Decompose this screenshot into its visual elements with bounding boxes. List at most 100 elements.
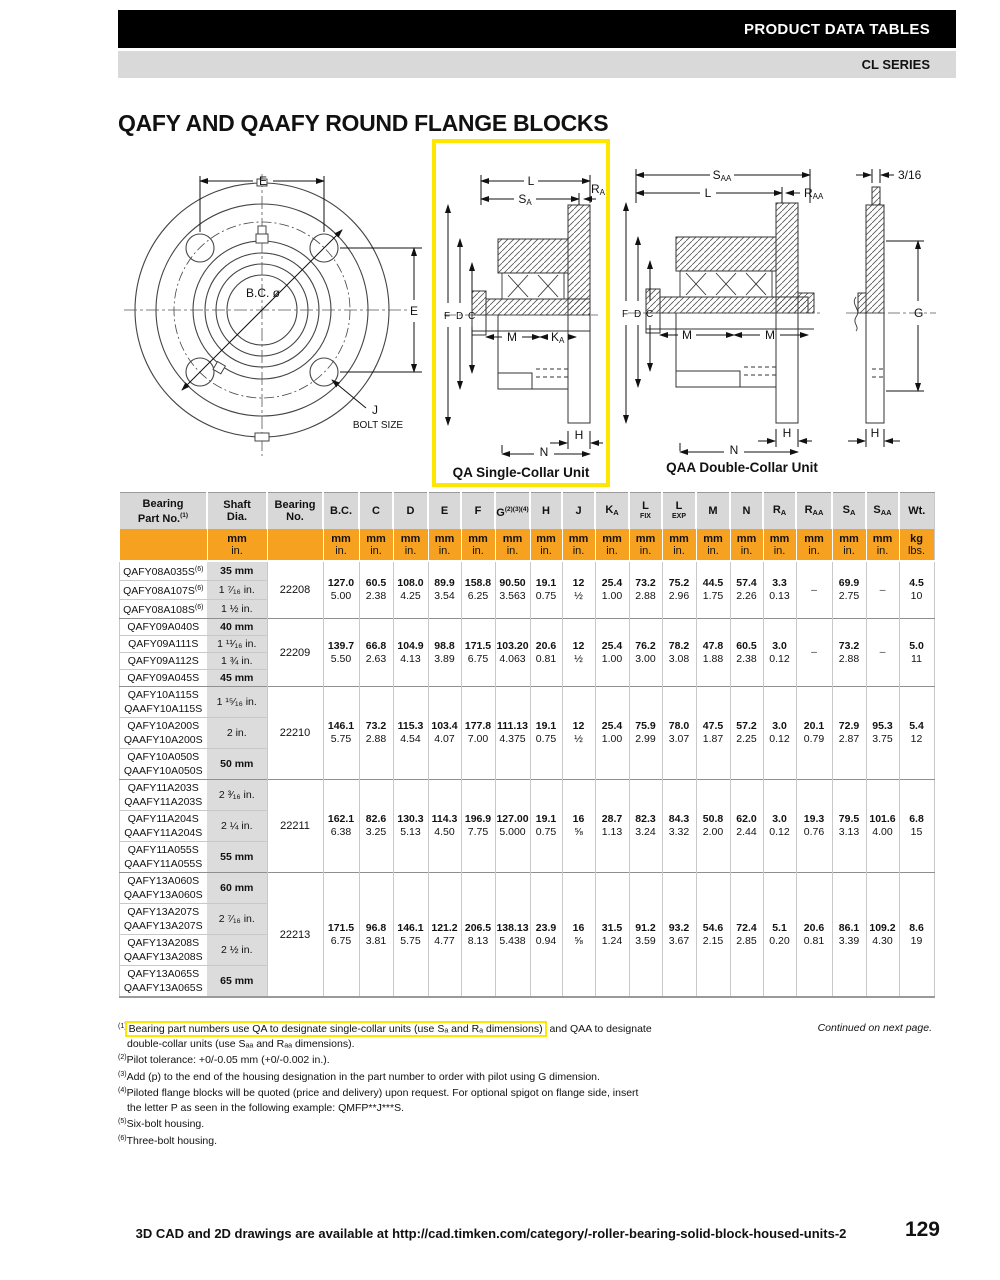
- part-cell: QAFY09A111S: [119, 635, 207, 653]
- col-header-raa: RAA: [795, 492, 832, 529]
- part-cell: QAFY09A040S: [119, 618, 207, 636]
- svg-text:G: G: [914, 306, 923, 320]
- unit-g: mm in.: [494, 529, 530, 561]
- value-cell-lfix: 82.3 3.24: [628, 779, 662, 873]
- unit-saa: mm in.: [865, 529, 899, 561]
- value-cell-f: 196.9 7.75: [460, 779, 495, 873]
- value-cell-bc: 127.0 5.00: [322, 560, 359, 619]
- unit-lfix: mm in.: [628, 529, 662, 561]
- footnotes: (1) Bearing part numbers use QA to design…: [118, 1020, 838, 1148]
- unit-raa: mm in.: [795, 529, 832, 561]
- value-cell-h: 19.1 0.75: [529, 560, 562, 619]
- value-cell-e: 98.8 3.89: [427, 618, 461, 687]
- svg-text:KA: KA: [551, 330, 565, 345]
- value-cell-ka: 25.4 1.00: [594, 686, 629, 780]
- unit-m: mm in.: [695, 529, 730, 561]
- shaft-cell: 1 ½ in.: [207, 599, 267, 619]
- shaft-cell: 1 ¹¹⁄₁₆ in.: [207, 635, 267, 653]
- shaft-cell: 2 ⁷⁄₁₆ in.: [207, 903, 267, 935]
- footnote-4-line2: the letter P as seen in the following ex…: [127, 1101, 405, 1114]
- rollers: [679, 270, 773, 298]
- value-cell-bc: 162.1 6.38: [322, 779, 359, 873]
- svg-text:F: F: [444, 311, 450, 322]
- shaft-cell: 1 ¹⁵⁄₁₆ in.: [207, 686, 267, 718]
- value-cell-ra: 3.0 0.12: [762, 686, 796, 780]
- value-cell-g: 90.50 3.563: [494, 560, 530, 619]
- part-cell: QAFY10A115S QAAFY10A115S: [119, 686, 207, 718]
- value-cell-raa: –: [795, 560, 832, 619]
- value-cell-h: 19.1 0.75: [529, 686, 562, 780]
- unit-part: [118, 529, 207, 561]
- value-cell-m: 50.8 2.00: [695, 779, 730, 873]
- value-cell-lfix: 75.9 2.99: [628, 686, 662, 780]
- front-view-diagram: E E B.C. ø J BOLT SIZE: [124, 174, 422, 456]
- dim-h: [758, 429, 812, 447]
- value-cell-ra: 3.3 0.13: [762, 560, 796, 619]
- unit-e: mm in.: [427, 529, 461, 561]
- dim-e-right: [340, 247, 422, 373]
- page-number: 129: [904, 1218, 940, 1241]
- value-cell-d: 104.9 4.13: [392, 618, 428, 687]
- footnote-1-line2: double-collar units (use Sₐₐ and Rₐₐ dim…: [127, 1037, 355, 1050]
- unit-h: mm in.: [529, 529, 562, 561]
- banner-title: PRODUCT DATA TABLES: [744, 20, 930, 38]
- value-cell-ra: 3.0 0.12: [762, 618, 796, 687]
- footnote-3: (3)Add (p) to the end of the housing des…: [118, 1070, 600, 1083]
- section-hatched: [471, 204, 591, 316]
- shaft-cell: 1 ¾ in.: [207, 652, 267, 670]
- dim-n: [679, 443, 799, 455]
- col-header-shaft: Shaft Dia.: [206, 492, 267, 529]
- unit-lexp: mm in.: [661, 529, 696, 561]
- value-cell-sa: 79.5 3.13: [831, 779, 866, 873]
- col-header-ra: RA: [762, 492, 796, 529]
- bearing-no-cell: 22211: [266, 779, 323, 873]
- bearing-no-cell: 22209: [266, 618, 323, 687]
- shaft-cell: 65 mm: [207, 965, 267, 997]
- value-cell-c: 73.2 2.88: [358, 686, 393, 780]
- value-cell-wt: 6.8 15: [898, 779, 934, 873]
- value-cell-n: 57.4 2.26: [729, 560, 763, 619]
- part-cell: QAFY11A055S QAAFY11A055S: [119, 841, 207, 873]
- value-cell-raa: 20.1 0.79: [795, 686, 832, 780]
- value-cell-n: 60.5 2.38: [729, 618, 763, 687]
- svg-text:M: M: [765, 328, 775, 342]
- shaft-cell: 50 mm: [207, 748, 267, 780]
- svg-text:E: E: [410, 304, 418, 318]
- value-cell-lexp: 78.0 3.07: [661, 686, 696, 780]
- value-cell-sa: 73.2 2.88: [831, 618, 866, 687]
- value-cell-j: 16 ⅝: [561, 872, 595, 997]
- value-cell-wt: 5.4 12: [898, 686, 934, 780]
- svg-text:H: H: [871, 426, 880, 440]
- value-cell-e: 89.9 3.54: [427, 560, 461, 619]
- qa-highlight-box: L SA RA F D C M K: [432, 139, 610, 487]
- col-header-lexp: L EXP: [661, 492, 696, 529]
- value-cell-f: 177.8 7.00: [460, 686, 495, 780]
- series-label: CL SERIES: [861, 57, 930, 72]
- value-cell-saa: 109.2 4.30: [865, 872, 899, 997]
- svg-text:F: F: [622, 309, 628, 320]
- unit-c: mm in.: [358, 529, 393, 561]
- value-cell-h: 19.1 0.75: [529, 779, 562, 873]
- part-cell: QAFY10A050S QAAFY10A050S: [119, 748, 207, 780]
- page-title: QAFY AND QAAFY ROUND FLANGE BLOCKS: [118, 110, 609, 136]
- lower-outline: [645, 312, 814, 424]
- dim-sa-ra: [480, 193, 596, 205]
- value-cell-lfix: 91.2 3.59: [628, 872, 662, 997]
- bearing-no-cell: 22210: [266, 686, 323, 780]
- svg-text:N: N: [540, 445, 549, 457]
- value-cell-wt: 5.0 11: [898, 618, 934, 687]
- col-header-f: F: [460, 492, 495, 529]
- svg-text:SAA: SAA: [713, 168, 732, 183]
- value-cell-m: 54.6 2.15: [695, 872, 730, 997]
- value-cell-n: 62.0 2.44: [729, 779, 763, 873]
- col-header-n: N: [729, 492, 763, 529]
- footer-cad-note[interactable]: 3D CAD and 2D drawings are available at …: [135, 1226, 847, 1241]
- value-cell-m: 47.5 1.87: [695, 686, 730, 780]
- value-cell-n: 57.2 2.25: [729, 686, 763, 780]
- value-cell-bc: 139.7 5.50: [322, 618, 359, 687]
- value-cell-e: 114.3 4.50: [427, 779, 461, 873]
- value-cell-g: 103.20 4.063: [494, 618, 530, 687]
- part-cell: QAFY13A060S QAAFY13A060S: [119, 872, 207, 904]
- value-cell-e: 103.4 4.07: [427, 686, 461, 780]
